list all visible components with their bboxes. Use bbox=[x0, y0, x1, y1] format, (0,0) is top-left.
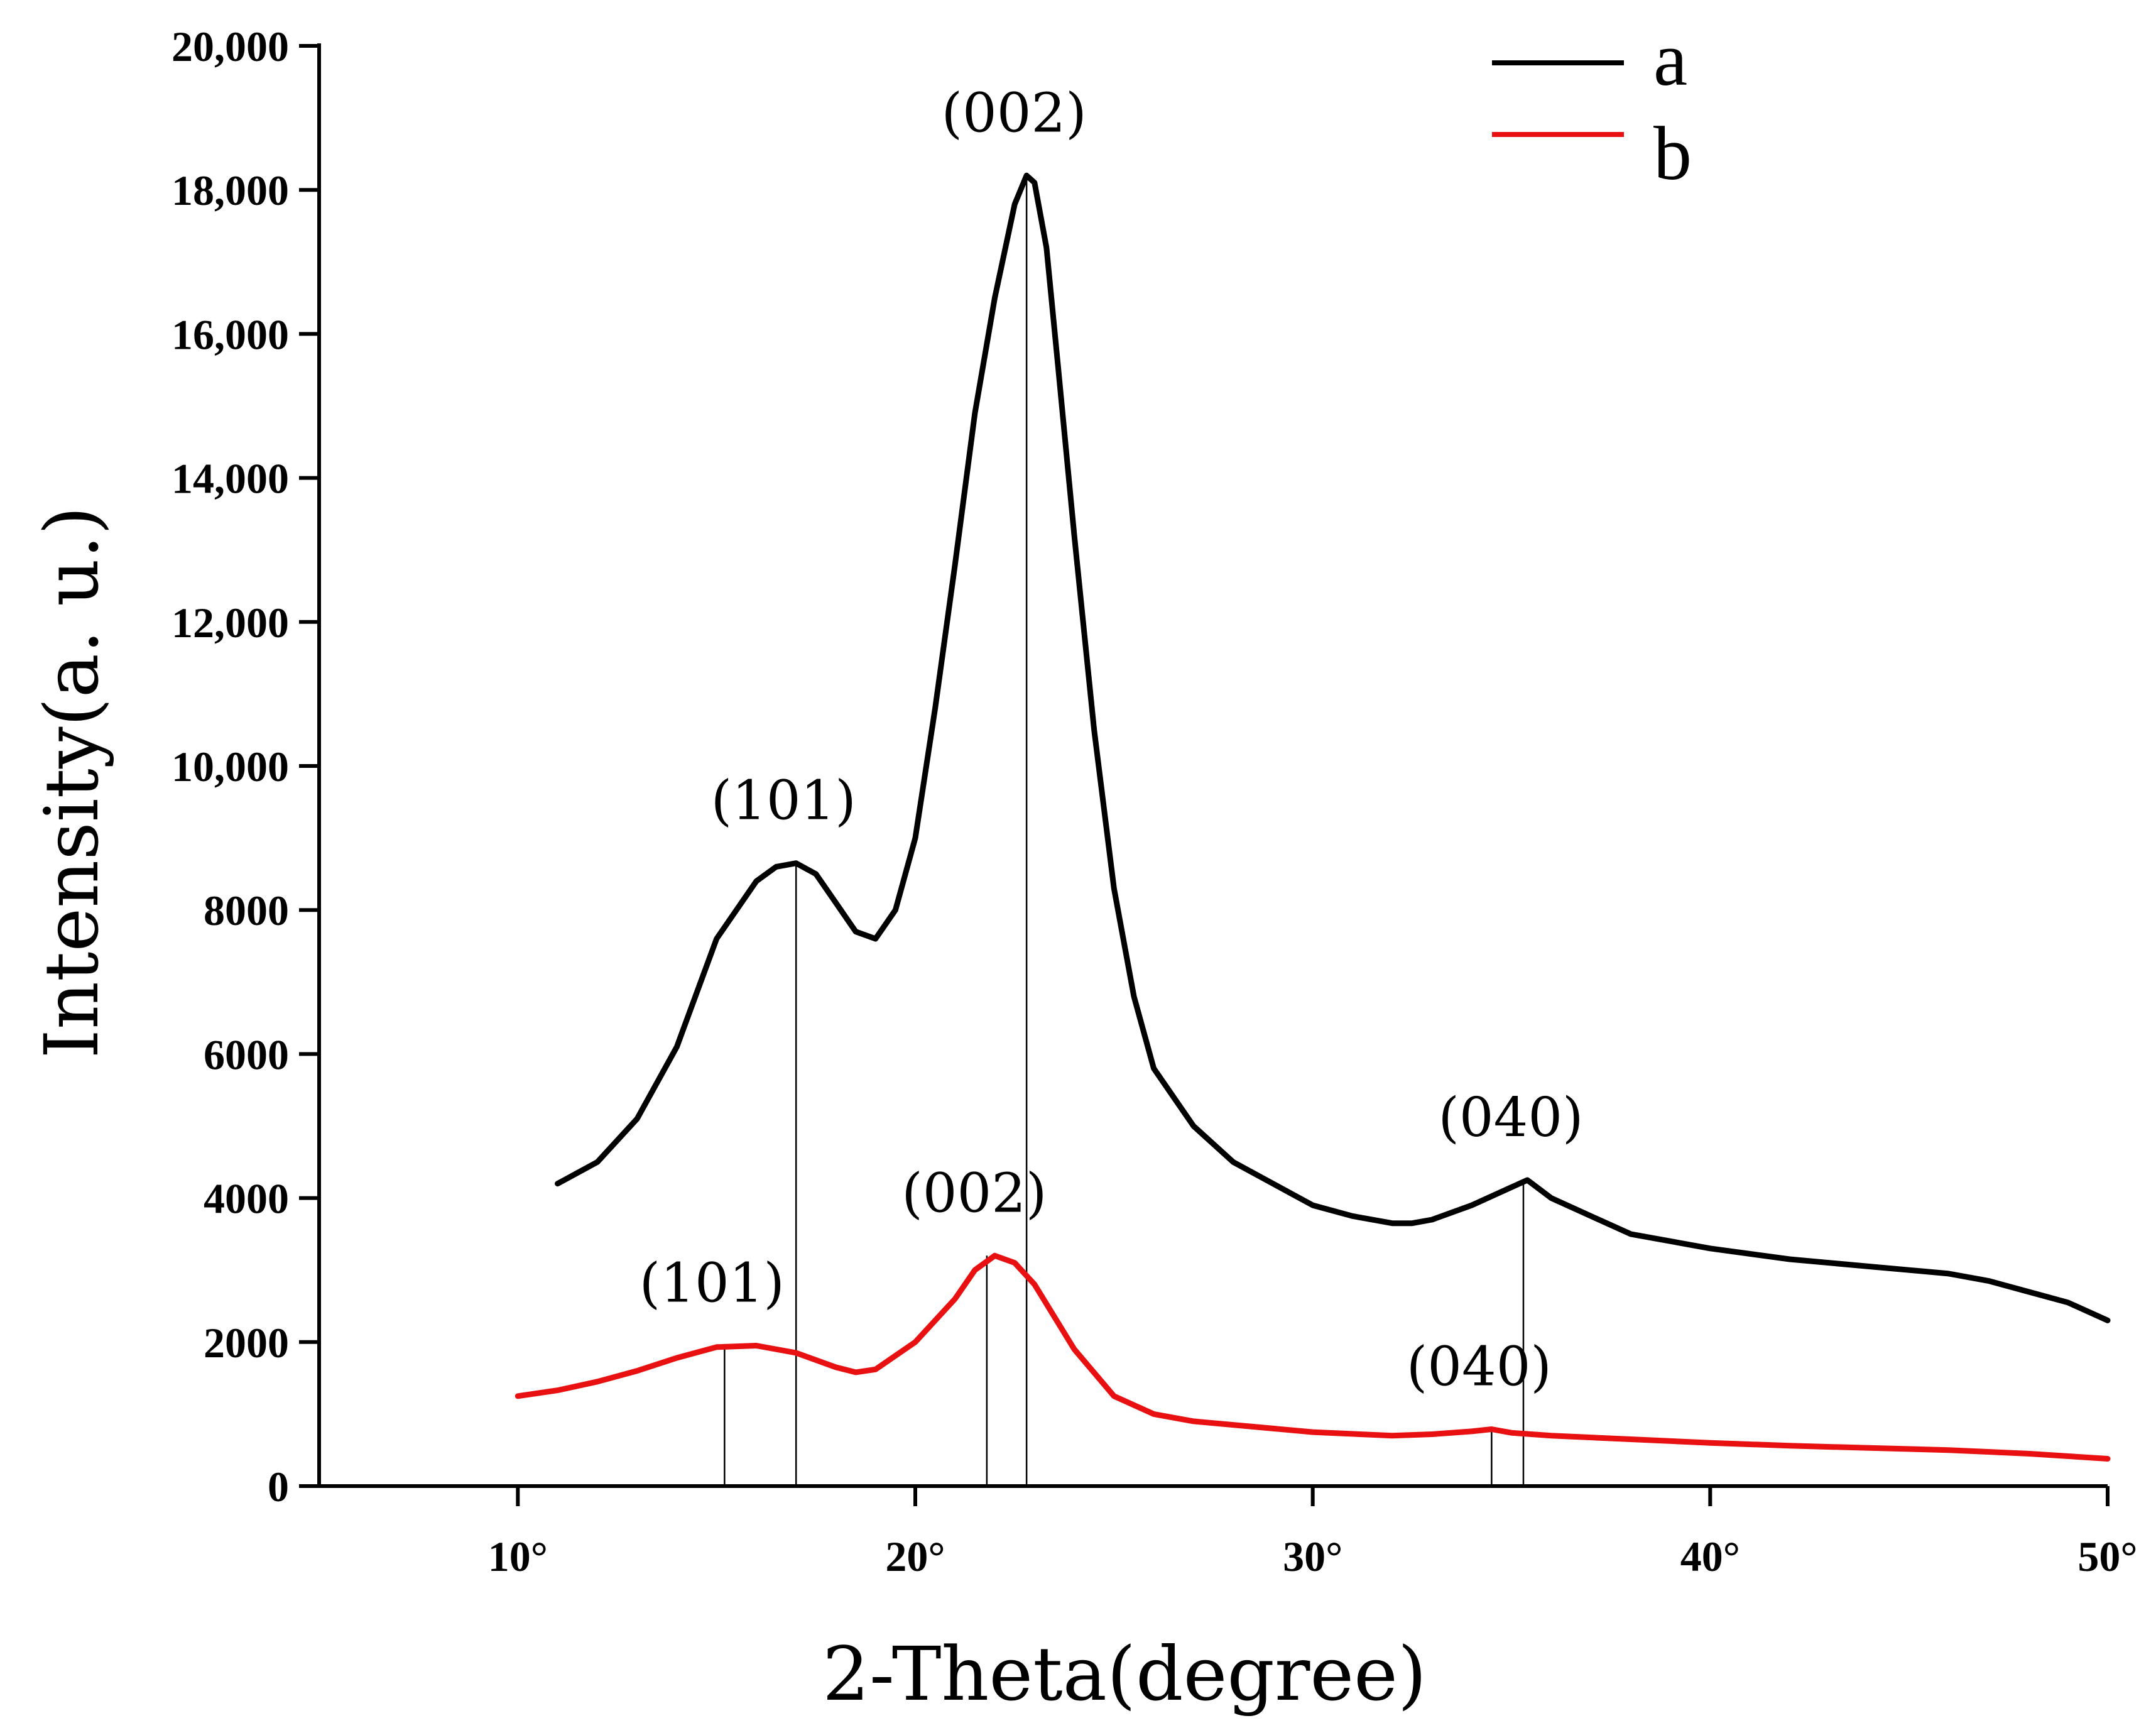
y-tick-label-7: 14,000 bbox=[172, 455, 289, 503]
peak-label-a-2: (040) bbox=[1438, 1086, 1583, 1149]
legend: a b bbox=[1492, 17, 1692, 196]
y-tick-label-9: 18,000 bbox=[172, 167, 289, 214]
x-tick-label-0: 10° bbox=[488, 1533, 548, 1580]
peak-label-a-1: (002) bbox=[942, 82, 1087, 145]
y-tick-label-1: 2000 bbox=[204, 1319, 289, 1367]
legend-label-b: b bbox=[1653, 111, 1692, 196]
y-tick-label-8: 16,000 bbox=[172, 310, 289, 358]
y-tick-label-6: 12,000 bbox=[172, 599, 289, 647]
y-tick-label-0: 0 bbox=[268, 1463, 289, 1511]
x-tick-label-1: 20° bbox=[885, 1533, 945, 1580]
series-line-b bbox=[514, 1252, 2111, 1462]
plot-area: (101) (002) (040) (101) (002) (040) bbox=[514, 82, 2111, 1486]
peak-label-b-4: (002) bbox=[901, 1162, 1047, 1225]
x-tick-label-3: 40° bbox=[1680, 1533, 1740, 1580]
y-tick-label-10: 20,000 bbox=[172, 23, 289, 70]
legend-label-a: a bbox=[1653, 17, 1687, 102]
peak-label-b-5: (040) bbox=[1407, 1335, 1552, 1398]
y-tick-label-3: 6000 bbox=[204, 1031, 289, 1078]
y-tick-label-5: 10,000 bbox=[172, 743, 289, 790]
peak-label-a-0: (101) bbox=[711, 770, 856, 833]
y-axis-title: Intensity(a. u.) bbox=[28, 506, 115, 1058]
x-tick-label-2: 30° bbox=[1283, 1533, 1342, 1580]
y-tick-label-2: 4000 bbox=[204, 1175, 289, 1223]
x-axis-title: 2-Theta(degree) bbox=[822, 1631, 1427, 1717]
y-tick-label-4: 8000 bbox=[204, 887, 289, 934]
axes: 0 2000 4000 6000 8000 10,000 12,000 14,000 16,00… bbox=[172, 23, 2138, 1580]
peak-label-b-3: (101) bbox=[640, 1252, 785, 1315]
series-line-a bbox=[555, 172, 2111, 1323]
x-tick-label-4: 50° bbox=[2077, 1533, 2137, 1580]
